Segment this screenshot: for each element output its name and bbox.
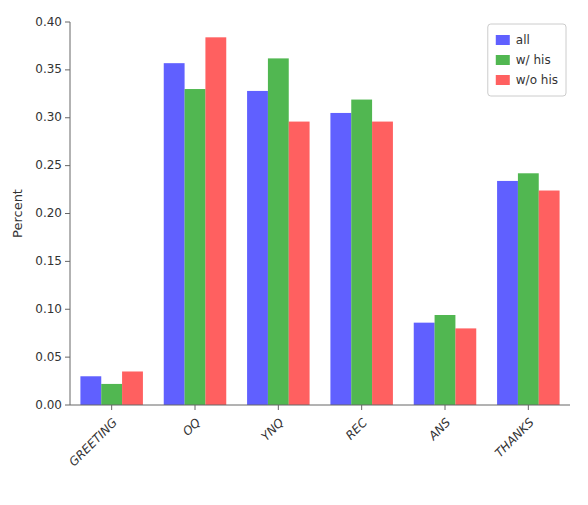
bar bbox=[518, 173, 539, 405]
legend-label: w/o his bbox=[516, 73, 558, 87]
y-tick-label: 0.10 bbox=[35, 302, 62, 316]
y-tick bbox=[65, 22, 70, 23]
bar bbox=[372, 122, 393, 405]
y-tick-label: 0.25 bbox=[35, 158, 62, 172]
bar bbox=[80, 376, 101, 405]
bar bbox=[122, 371, 143, 405]
y-tick bbox=[65, 405, 70, 406]
legend-box bbox=[488, 24, 566, 96]
y-tick-label: 0.30 bbox=[35, 110, 62, 124]
x-tick bbox=[278, 405, 279, 410]
legend-swatch bbox=[496, 75, 510, 85]
bar bbox=[185, 89, 206, 405]
bar bbox=[414, 323, 435, 405]
bar bbox=[101, 384, 122, 405]
y-tick-label: 0.05 bbox=[35, 350, 62, 364]
x-axis-line bbox=[70, 405, 570, 406]
bar bbox=[268, 58, 289, 405]
x-tick-label: YNQ bbox=[259, 415, 287, 443]
x-tick-label: GREETING bbox=[66, 415, 120, 469]
x-tick bbox=[528, 405, 529, 410]
y-tick-label: 0.00 bbox=[35, 398, 62, 412]
bar bbox=[497, 181, 518, 405]
y-tick-label: 0.40 bbox=[35, 15, 62, 29]
x-tick bbox=[445, 405, 446, 410]
x-tick-label: OQ bbox=[180, 415, 203, 438]
bar bbox=[205, 37, 226, 405]
y-tick bbox=[65, 213, 70, 214]
x-tick-label: REC bbox=[343, 415, 371, 443]
bar bbox=[330, 113, 351, 405]
bar bbox=[247, 91, 268, 405]
legend-swatch bbox=[496, 35, 510, 45]
legend-swatch bbox=[496, 55, 510, 65]
y-tick bbox=[65, 69, 70, 70]
x-tick-label: THANKS bbox=[492, 415, 537, 460]
bar bbox=[455, 328, 476, 405]
legend: all w/ his w/o his bbox=[488, 24, 566, 96]
y-tick bbox=[65, 309, 70, 310]
bar bbox=[351, 100, 372, 405]
bar bbox=[289, 122, 310, 405]
y-tick bbox=[65, 357, 70, 358]
x-tick bbox=[111, 405, 112, 410]
y-tick-label: 0.15 bbox=[35, 254, 62, 268]
x-tick bbox=[195, 405, 196, 410]
y-tick bbox=[65, 261, 70, 262]
legend-label: w/ his bbox=[516, 53, 551, 67]
x-tick bbox=[361, 405, 362, 410]
axes: 0.00 0.05 0.10 0.15 0.20 0.25 0.30 0.35 0.40 GREE… bbox=[35, 15, 570, 470]
bar bbox=[539, 191, 560, 405]
y-tick bbox=[65, 117, 70, 118]
legend-label: all bbox=[516, 33, 530, 47]
bar bbox=[435, 315, 456, 405]
chart: 0.00 0.05 0.10 0.15 0.20 0.25 0.30 0.35 0.40 GREE… bbox=[0, 0, 588, 505]
x-tick-label: ANS bbox=[425, 415, 453, 443]
y-tick-label: 0.35 bbox=[35, 62, 62, 76]
y-axis-label: Percent bbox=[10, 189, 25, 238]
y-tick-label: 0.20 bbox=[35, 206, 62, 220]
y-tick bbox=[65, 165, 70, 166]
bar bbox=[164, 63, 185, 405]
